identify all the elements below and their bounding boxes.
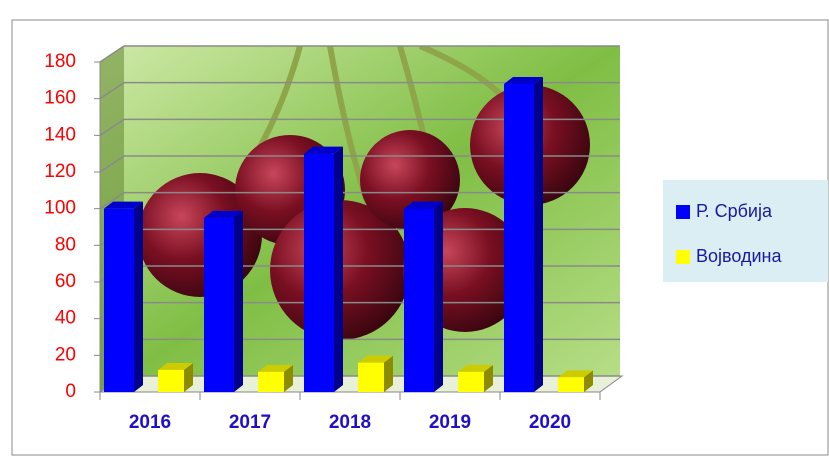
bar-top [504, 77, 543, 84]
bar-side [434, 201, 443, 392]
bar [558, 377, 584, 392]
y-tick-label: 180 [44, 51, 76, 72]
bar [358, 362, 384, 392]
bar-top [404, 201, 443, 209]
bar [404, 208, 434, 392]
legend-swatch [676, 250, 690, 264]
bar-top [158, 363, 193, 370]
bar-side [584, 370, 593, 392]
bar [458, 371, 484, 392]
bar-side [384, 355, 393, 392]
legend: Р. Србија Војводина [663, 180, 828, 282]
bar-top [104, 201, 143, 209]
x-tick-label: 2016 [129, 412, 171, 433]
y-tick-label: 60 [55, 271, 76, 292]
bar [158, 370, 184, 392]
bar-top [458, 364, 493, 372]
legend-box [663, 180, 828, 282]
bar-top [304, 146, 343, 154]
x-tick-label: 2020 [529, 412, 571, 433]
bar-side [184, 363, 193, 392]
bar-side [484, 364, 493, 392]
legend-swatch [676, 205, 690, 219]
grid-line-side [99, 82, 125, 100]
bar [304, 153, 334, 392]
x-tick-label: 2018 [329, 412, 371, 433]
y-tick-label: 80 [55, 234, 76, 255]
bar-top [358, 355, 393, 363]
y-tick-label: 20 [55, 344, 76, 365]
bar-top [258, 364, 293, 372]
y-tick-label: 0 [65, 381, 76, 402]
bar-side [284, 364, 293, 392]
bar-side [334, 146, 343, 392]
bar-top [558, 370, 593, 378]
bar-side [534, 77, 543, 392]
bar-side [134, 201, 143, 392]
x-tick-label: 2017 [229, 412, 271, 433]
legend-label: Војводина [696, 246, 782, 266]
bar-top [204, 210, 243, 218]
bar [204, 217, 234, 392]
x-tick-label: 2019 [429, 412, 471, 433]
y-tick-label: 140 [44, 124, 76, 145]
bar [258, 371, 284, 392]
grid-line-side [99, 155, 125, 173]
y-tick-label: 160 [44, 88, 76, 109]
y-tick-label: 40 [55, 308, 76, 329]
grid-line-side [99, 45, 125, 63]
grid-line-side [99, 118, 125, 136]
bar-side [234, 210, 243, 392]
grid-line-side [99, 192, 125, 210]
bar [104, 208, 134, 392]
legend-label: Р. Србија [696, 201, 773, 221]
y-tick-label: 120 [44, 161, 76, 182]
y-tick-label: 100 [44, 198, 76, 219]
bar [504, 84, 534, 392]
